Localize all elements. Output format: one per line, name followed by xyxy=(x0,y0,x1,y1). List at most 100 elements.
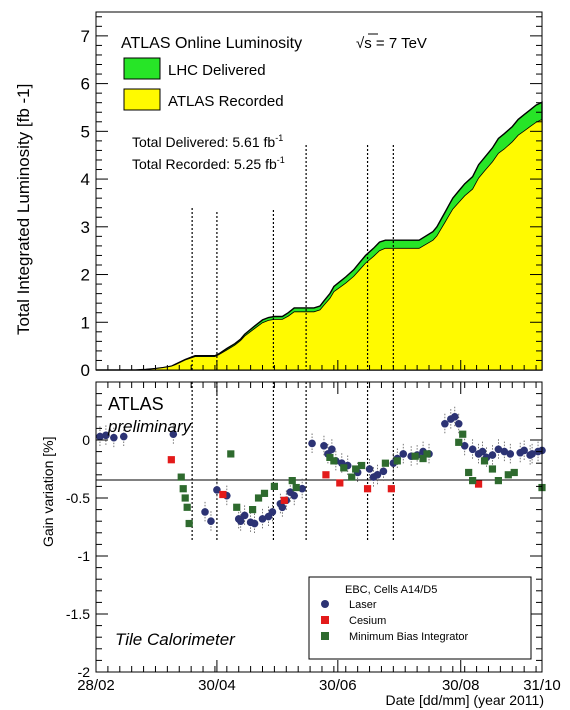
min-bias-point xyxy=(179,485,187,493)
laser-point xyxy=(450,413,459,421)
laser-point xyxy=(373,471,382,479)
min-bias-point xyxy=(177,473,185,481)
luminosity-y-tick-label: 7 xyxy=(81,27,90,46)
min-bias-point xyxy=(480,457,489,465)
cesium-point xyxy=(363,485,372,493)
min-bias-point xyxy=(465,468,473,477)
laser-point xyxy=(298,484,306,493)
gain-panel: 0-0.5-1-1.5-2 28/02 30/04 30/06 30/08 31/10 … xyxy=(40,381,561,708)
atlas-brand: ATLAS xyxy=(108,394,164,414)
legend-marker-laser xyxy=(321,600,329,608)
min-bias-point xyxy=(411,452,419,460)
gain-x-ticks: 28/02 30/04 30/06 30/08 31/10 xyxy=(77,382,561,694)
total-recorded-annotation: Total Recorded: 5.25 fb-1 xyxy=(132,155,285,172)
gain-x-tick-label: 30/04 xyxy=(198,677,236,694)
min-bias-point xyxy=(326,453,334,461)
tile-calorimeter-label: Tile Calorimeter xyxy=(115,630,236,649)
legend-swatch-recorded xyxy=(123,88,161,111)
legend-label-delivered: LHC Delivered xyxy=(168,62,266,79)
luminosity-y-tick-label: 3 xyxy=(81,218,90,237)
gain-plot-frame xyxy=(95,381,543,673)
cesium-point xyxy=(474,480,483,488)
min-bias-point xyxy=(185,519,193,528)
laser-point xyxy=(365,465,374,473)
min-bias-point xyxy=(381,459,390,467)
legend-label-cesium: Cesium xyxy=(349,615,386,627)
luminosity-title: ATLAS Online Luminosity xyxy=(121,35,302,52)
min-bias-point xyxy=(254,494,263,502)
min-bias-point xyxy=(423,450,431,458)
laser-point xyxy=(520,446,528,455)
laser-point xyxy=(250,519,259,528)
min-bias-point xyxy=(504,471,512,479)
laser-point xyxy=(213,486,221,494)
legend-swatch-delivered xyxy=(123,57,161,80)
min-bias-point xyxy=(469,477,477,485)
preliminary-label: preliminary xyxy=(107,417,193,436)
gain-y-tick-label: 0 xyxy=(82,432,90,448)
gain-y-axis-label: Gain variation [%] xyxy=(40,437,56,548)
min-bias-point xyxy=(181,494,189,502)
luminosity-plot-frame xyxy=(95,11,543,371)
gain-y-tick-label: -0.5 xyxy=(66,490,90,506)
legend-marker-minbias xyxy=(321,632,329,640)
laser-point xyxy=(441,419,449,428)
min-bias-point xyxy=(248,506,257,514)
gain-legend-title: EBC, Cells A14/D5 xyxy=(345,584,437,596)
min-bias-point xyxy=(348,473,356,481)
luminosity-panel: 0 1 2 3 4 5 6 7 Total Integrated Luminosity [fb… xyxy=(14,11,543,380)
cesium-point xyxy=(280,496,288,504)
laser-point xyxy=(494,445,503,454)
laser-point xyxy=(201,508,209,516)
luminosity-x-ticks xyxy=(95,360,543,370)
laser-point xyxy=(506,450,515,458)
laser-point xyxy=(169,430,178,439)
gain-y-tick-label: -1.5 xyxy=(66,606,90,622)
min-bias-point xyxy=(288,477,296,485)
min-bias-point xyxy=(455,438,463,446)
gain-legend-box xyxy=(308,576,532,660)
luminosity-y-tick-label: 0 xyxy=(81,361,90,380)
luminosity-y-ticks: 0 1 2 3 4 5 6 7 xyxy=(81,16,542,380)
cesium-point xyxy=(219,490,227,499)
gain-y-tick-label: -1 xyxy=(78,548,91,564)
legend-marker-cesium xyxy=(321,616,329,624)
laser-point xyxy=(478,447,487,456)
luminosity-y-axis-label: Total Integrated Luminosity [fb -1] xyxy=(14,84,33,335)
laser-point xyxy=(328,445,336,454)
min-bias-point xyxy=(488,465,497,473)
gain-x-tick-label: 31/10 xyxy=(523,677,561,694)
min-bias-point xyxy=(494,477,502,485)
laser-point xyxy=(488,451,497,459)
cesium-point xyxy=(167,456,175,464)
luminosity-y-tick-label: 6 xyxy=(81,75,90,94)
laser-point xyxy=(320,442,328,450)
laser-point xyxy=(308,439,316,448)
laser-point xyxy=(102,431,110,440)
min-bias-point xyxy=(393,457,401,465)
min-bias-point xyxy=(358,461,366,470)
laser-point xyxy=(460,442,469,450)
min-bias-point xyxy=(352,465,360,473)
gain-x-tick-label: 30/08 xyxy=(442,677,480,694)
legend-label-laser: Laser xyxy=(349,599,377,611)
laser-point xyxy=(258,515,267,523)
laser-point xyxy=(399,450,408,458)
min-bias-point xyxy=(459,430,467,438)
gain-dashed-lines xyxy=(191,382,394,541)
laser-point xyxy=(240,511,249,520)
laser-point xyxy=(379,467,388,476)
laser-point xyxy=(278,503,287,512)
laser-point xyxy=(96,432,104,441)
min-bias-point xyxy=(260,489,269,497)
luminosity-y-tick-label: 2 xyxy=(81,266,90,285)
cesium-point xyxy=(387,485,395,493)
gain-x-tick-label: 30/06 xyxy=(319,677,357,694)
laser-point xyxy=(207,517,215,525)
luminosity-y-tick-label: 1 xyxy=(81,313,90,332)
laser-point xyxy=(528,450,536,458)
legend-label-recorded: ATLAS Recorded xyxy=(168,93,284,110)
min-bias-point xyxy=(292,483,300,492)
min-bias-point xyxy=(340,464,348,472)
